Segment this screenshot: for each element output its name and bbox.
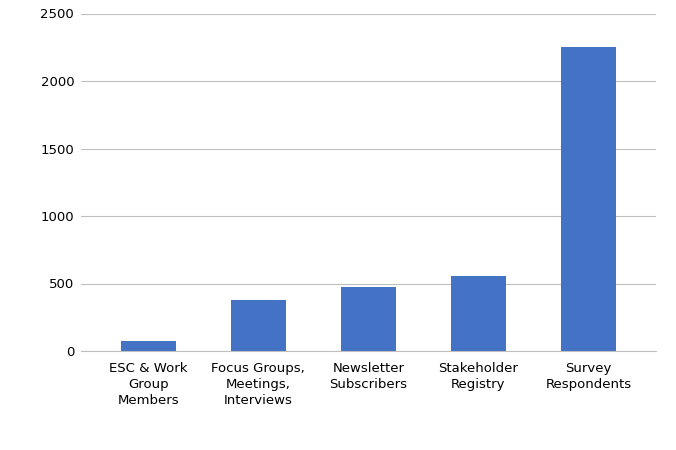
Bar xyxy=(561,47,616,351)
Bar xyxy=(121,341,176,351)
Bar xyxy=(231,301,286,351)
Bar xyxy=(451,276,506,351)
Bar xyxy=(341,287,396,351)
